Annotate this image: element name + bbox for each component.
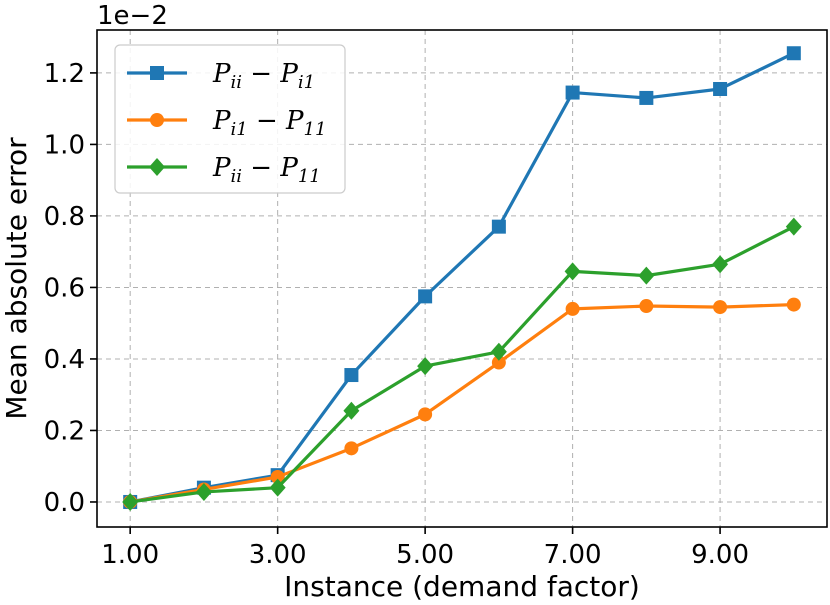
series-3 <box>122 217 802 511</box>
plot-frame <box>96 29 828 528</box>
legend-label: Pii − Pi1 <box>212 59 315 93</box>
data-point-diamond <box>785 217 802 236</box>
series-line <box>129 303 794 504</box>
series-2 <box>123 297 801 509</box>
series-layer <box>122 46 802 511</box>
series-line <box>129 51 795 504</box>
data-point-circle <box>150 113 164 127</box>
data-point-circle <box>565 301 580 316</box>
data-point-square <box>344 368 359 383</box>
data-point-diamond <box>638 266 655 285</box>
y-tick-label: 0.6 <box>44 273 85 303</box>
y-tick-label: 0.4 <box>44 345 85 375</box>
legend: Pii − Pi1 Pi1 − P11 Pii − P11 <box>114 44 346 194</box>
data-point-circle <box>491 355 506 370</box>
x-tick-label: 5.00 <box>396 540 454 570</box>
data-point-diamond <box>343 401 360 420</box>
y-axis-label: Mean absolute error <box>0 137 33 420</box>
y-tick-label: 0.0 <box>44 488 85 518</box>
x-tick-label: 1.00 <box>101 540 159 570</box>
data-point-diamond <box>122 492 139 511</box>
x-axis-label: Instance (demand factor) <box>284 570 640 603</box>
data-point-circle <box>270 469 285 484</box>
data-point-square <box>786 46 801 61</box>
data-point-diamond <box>195 482 212 501</box>
legend-label: Pi1 − P11 <box>212 106 326 140</box>
data-point-square <box>639 90 654 105</box>
data-point-diamond <box>490 342 507 361</box>
data-point-square <box>491 219 506 234</box>
legend-entry: Pii − P11 <box>127 153 321 187</box>
data-point-square <box>150 66 164 80</box>
y-tick-label: 1.0 <box>44 130 85 160</box>
data-point-circle <box>418 407 433 422</box>
legend-box <box>114 44 346 194</box>
data-point-diamond <box>149 158 165 176</box>
data-point-square <box>418 289 433 304</box>
data-point-diamond <box>564 262 581 281</box>
y-tick-label: 1.2 <box>44 59 85 89</box>
y-axis-multiplier: 1e−2 <box>97 1 168 31</box>
legend-entry: Pi1 − P11 <box>127 106 326 140</box>
x-tick-label: 7.00 <box>544 540 602 570</box>
data-point-diamond <box>269 478 286 497</box>
y-tick-label: 0.2 <box>44 416 85 446</box>
data-point-circle <box>786 297 801 312</box>
legend-entry: Pii − Pi1 <box>127 59 315 93</box>
data-point-diamond <box>712 255 729 274</box>
axis-ticks: 1.00 3.00 5.00 7.00 9.00 0.0 0.2 0.4 0.6 0.8 1.0 1.… <box>44 59 749 570</box>
data-point-circle <box>639 299 654 314</box>
series-line <box>129 225 795 504</box>
data-point-circle <box>713 300 728 315</box>
x-tick-label: 9.00 <box>691 540 749 570</box>
data-point-circle <box>344 441 359 456</box>
legend-label: Pii − P11 <box>212 153 321 187</box>
data-point-square <box>713 81 728 96</box>
data-point-diamond <box>417 357 434 376</box>
x-tick-label: 3.00 <box>249 540 307 570</box>
y-tick-label: 0.8 <box>44 202 85 232</box>
data-point-square <box>565 85 580 100</box>
